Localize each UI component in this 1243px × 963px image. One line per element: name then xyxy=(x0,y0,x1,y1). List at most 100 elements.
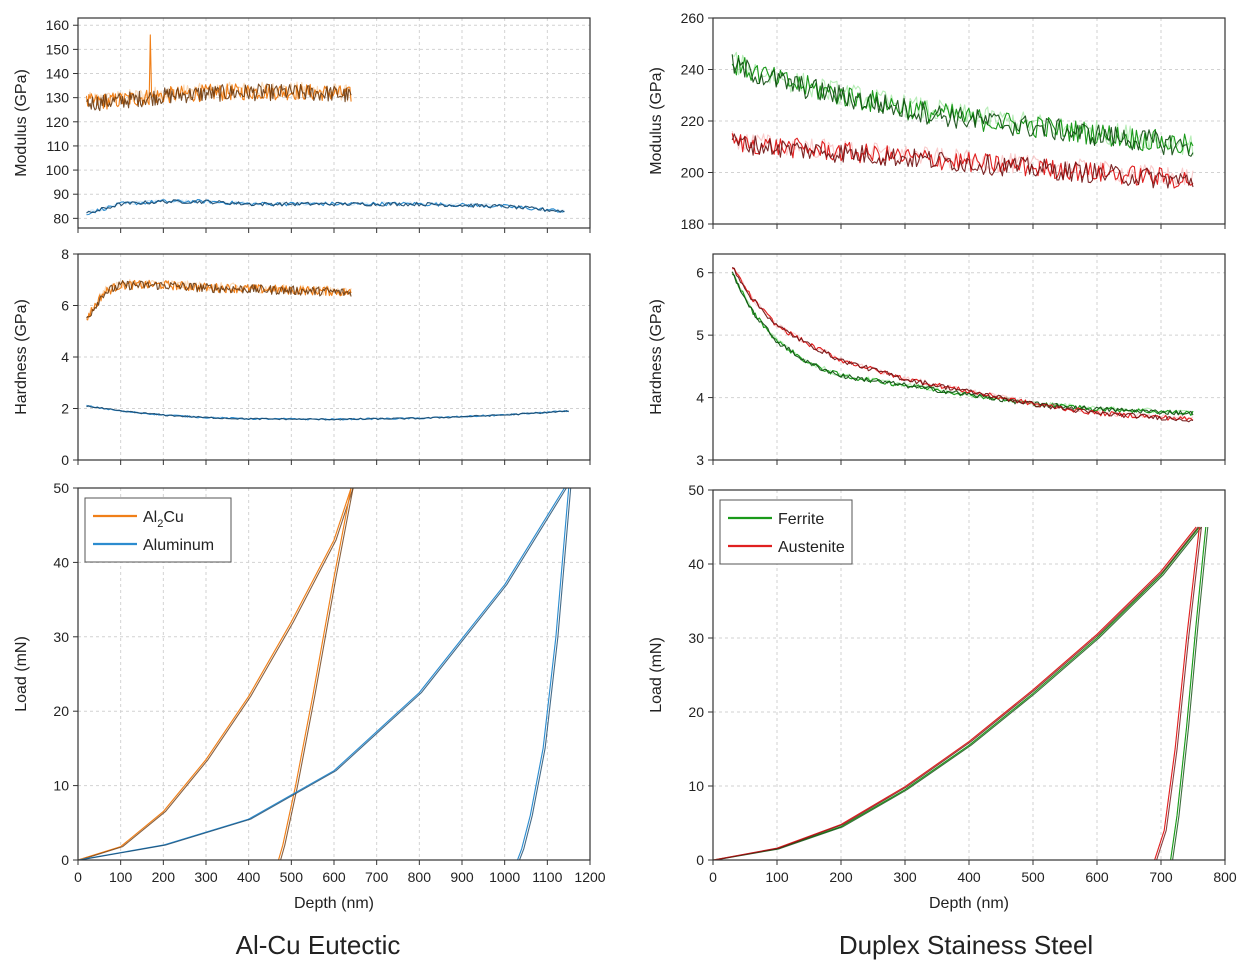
y-tick-label: 30 xyxy=(53,629,69,645)
x-tick-label: 100 xyxy=(109,869,133,885)
series-line-ferrite xyxy=(731,54,1194,157)
y-tick-label: 20 xyxy=(688,704,704,720)
x-tick-label: 1000 xyxy=(489,869,520,885)
y-tick-label: 50 xyxy=(53,480,69,496)
legend-label: Al2Cu xyxy=(143,509,184,530)
x-tick-label: 800 xyxy=(408,869,432,885)
x-tick-label: 600 xyxy=(322,869,346,885)
panel-dss-hardness: 3 4 5 6 Hardness (GPa) xyxy=(648,253,1226,468)
y-axis-label: Hardness (GPa) xyxy=(13,299,30,415)
x-tick-label: 300 xyxy=(194,869,218,885)
panel-dss-modulus: 180 200 220 240 260 Modulus (GPa) xyxy=(648,10,1226,232)
y-tick-label: 8 xyxy=(61,246,69,262)
y-tick-label: 4 xyxy=(61,349,69,365)
legend-label: Aluminum xyxy=(143,537,214,554)
y-tick-label: 0 xyxy=(61,452,69,468)
x-tick-label: 500 xyxy=(1021,869,1045,885)
plot-area xyxy=(85,34,565,216)
y-tick-label: 4 xyxy=(696,390,704,406)
y-tick-label: 10 xyxy=(53,778,69,794)
series-line-ferrite-unloading xyxy=(1170,526,1207,860)
x-axis-label: Depth (nm) xyxy=(929,895,1009,912)
y-tick-label: 200 xyxy=(681,165,705,181)
x-tick-label: 400 xyxy=(237,869,261,885)
series-line-dark-ferrite-loading xyxy=(714,526,1202,860)
x-tick-label: 800 xyxy=(1213,869,1237,885)
series-line-austenite xyxy=(732,268,1194,421)
y-axis-label: Load (mN) xyxy=(13,636,30,712)
series-line-al2cu xyxy=(86,278,352,319)
series-line-dark-aluminum-unloading xyxy=(518,488,572,860)
y-axis-label: Modulus (GPa) xyxy=(13,69,30,177)
series-line-dark-austenite-loading xyxy=(714,526,1199,860)
x-tick-label: 700 xyxy=(1149,869,1173,885)
x-tick-label: 700 xyxy=(365,869,389,885)
series-band-austenite-loading xyxy=(713,526,1197,860)
y-tick-label: 2 xyxy=(61,401,69,417)
x-tick-label: 0 xyxy=(709,869,717,885)
series-line-aluminum xyxy=(86,404,569,421)
series-line-ferrite xyxy=(732,51,1194,156)
panel-dss-load: 0 100 200 300 400 500 600 700 800 0 10 20 30 40 50 Load… xyxy=(648,482,1237,912)
series-line-ferrite-loading xyxy=(713,526,1200,860)
series-line-al2cu-unloading xyxy=(277,488,352,860)
y-tick-label: 40 xyxy=(53,554,69,570)
legend-label: Austenite xyxy=(778,539,845,556)
y-tick-label: 150 xyxy=(46,41,70,57)
series-band-ferrite-loading xyxy=(713,526,1200,860)
y-tick-label: 6 xyxy=(61,298,69,314)
series-line-dark-al2cu-loading xyxy=(79,488,354,860)
x-tick-label: 200 xyxy=(152,869,176,885)
plot-area xyxy=(731,266,1194,423)
plot-area xyxy=(731,51,1194,189)
y-tick-label: 220 xyxy=(681,113,705,129)
y-tick-label: 180 xyxy=(681,216,705,232)
y-tick-label: 40 xyxy=(688,556,704,572)
series-line-austenite xyxy=(732,267,1194,421)
y-tick-label: 160 xyxy=(46,17,70,33)
plot-area xyxy=(78,488,572,860)
y-tick-label: 0 xyxy=(61,852,69,868)
y-tick-label: 0 xyxy=(696,852,704,868)
y-tick-label: 140 xyxy=(46,66,70,82)
panel-alcu-load: 0 100 200 300 400 500 600 700 800 900 1000 1100 1200… xyxy=(13,480,606,912)
series-line-dark-austenite-unloading xyxy=(1156,526,1202,860)
series-line-austenite xyxy=(731,133,1194,189)
y-tick-label: 5 xyxy=(696,327,704,343)
y-tick-label: 110 xyxy=(47,138,70,154)
y-tick-label: 260 xyxy=(681,10,705,26)
series-line-al2cu xyxy=(86,280,352,319)
y-tick-label: 3 xyxy=(696,452,704,468)
y-tick-label: 240 xyxy=(681,62,705,78)
y-tick-label: 6 xyxy=(696,265,704,281)
y-tick-label: 30 xyxy=(688,630,704,646)
series-line-aluminum xyxy=(86,405,569,421)
series-line-austenite-loading xyxy=(713,526,1197,860)
y-tick-label: 50 xyxy=(688,482,704,498)
x-tick-label: 500 xyxy=(280,869,304,885)
series-line-ferrite xyxy=(731,271,1194,416)
series-line-ferrite xyxy=(731,54,1194,155)
series-line-aluminum-unloading xyxy=(516,488,570,860)
series-line-al2cu-loading xyxy=(78,488,352,860)
x-tick-label: 900 xyxy=(450,869,474,885)
series-line-dark-ferrite-unloading xyxy=(1172,526,1209,860)
y-tick-label: 80 xyxy=(53,210,69,226)
series-line-aluminum xyxy=(86,199,565,216)
x-tick-label: 0 xyxy=(74,869,82,885)
legend-box xyxy=(719,499,853,565)
x-tick-label: 300 xyxy=(893,869,917,885)
series-line-aluminum xyxy=(86,405,569,421)
x-tick-label: 1100 xyxy=(532,869,562,885)
series-line-austenite xyxy=(731,133,1194,189)
series-band-aluminum-unloading xyxy=(516,488,570,860)
group-title-alcu: Al-Cu Eutectic xyxy=(236,930,401,960)
y-tick-label: 100 xyxy=(46,162,70,178)
x-axis-label: Depth (nm) xyxy=(294,895,374,912)
series-line-dark-al2cu-unloading xyxy=(280,488,354,860)
y-tick-label: 120 xyxy=(46,114,70,130)
y-tick-label: 20 xyxy=(53,703,69,719)
legend-box xyxy=(84,497,232,563)
x-tick-label: 200 xyxy=(829,869,853,885)
